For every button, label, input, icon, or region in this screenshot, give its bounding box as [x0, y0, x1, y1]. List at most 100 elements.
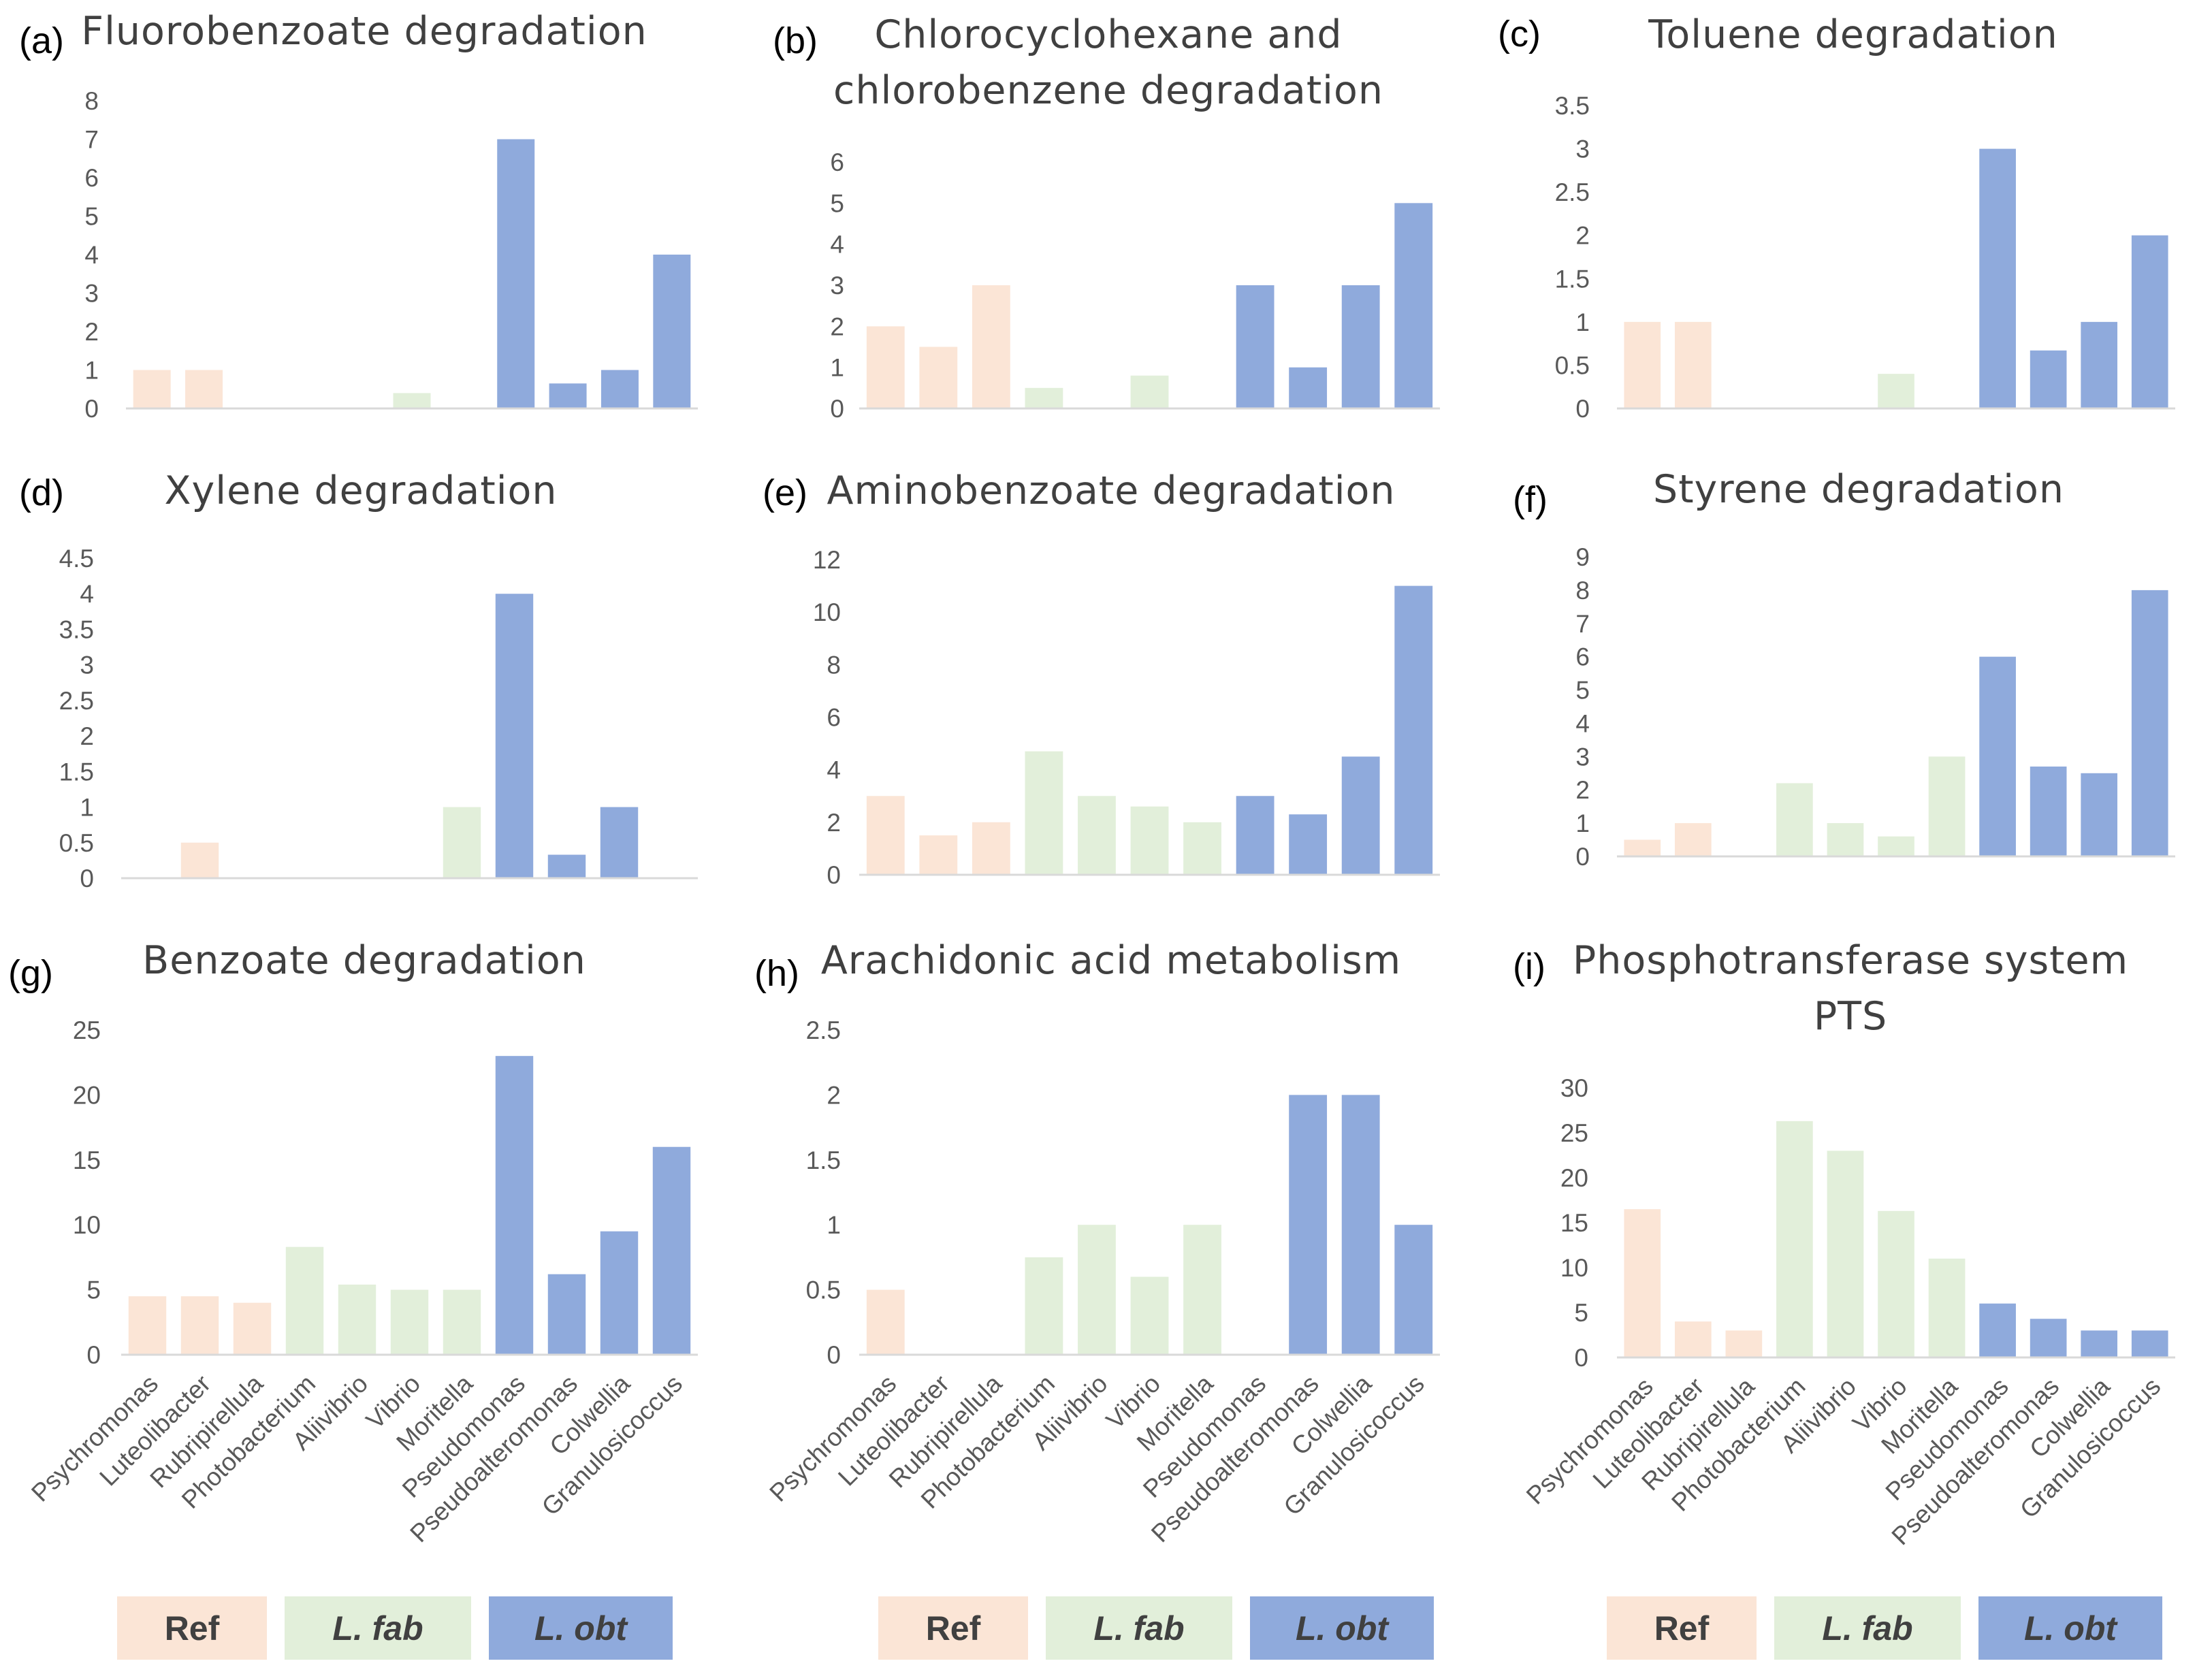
- legend-swatch-l-fab: [1774, 1596, 1961, 1660]
- bar-pseudoalteromonas: [1289, 814, 1328, 875]
- bar-colwellia: [1341, 285, 1380, 408]
- legend-swatch-l-obt: [1978, 1596, 2162, 1660]
- bar-pseudoalteromonas: [547, 1274, 586, 1355]
- y-tick-label: 4: [80, 580, 94, 608]
- y-tick-label: 3: [1575, 135, 1590, 163]
- y-tick-label: 0: [827, 861, 841, 889]
- bar-colwellia: [1341, 756, 1380, 875]
- panel-label: (f): [1513, 479, 1548, 520]
- chart-panel-e: (e) Aminobenzoate degradation 0 2 4 6 8 10 12: [763, 468, 1440, 889]
- panel-label: (d): [19, 472, 64, 513]
- y-tick-label: 2: [1575, 222, 1590, 250]
- y-tick-label: 6: [827, 704, 841, 732]
- y-tick-label: 0: [80, 865, 94, 892]
- bar-vibrio: [393, 393, 431, 408]
- legend-swatch-l-fab: [285, 1596, 471, 1660]
- legend-swatch-ref: [1607, 1596, 1757, 1660]
- bar-granulosicoccus: [2131, 235, 2168, 408]
- bar-luteolibacter: [1674, 321, 1712, 408]
- panel-label: (e): [763, 472, 807, 513]
- bar-luteolibacter: [1674, 823, 1712, 856]
- y-tick-label: 5: [1574, 1299, 1588, 1327]
- y-tick-label: 6: [84, 164, 99, 192]
- chart-panel-i: (i) Phosphotransferase system PTS 0 5 10 15 20 2…: [1513, 938, 2175, 1550]
- chart-title: PTS: [1814, 994, 1887, 1039]
- bar-granulosicoccus: [2131, 590, 2168, 856]
- y-tick-label: 1: [830, 354, 844, 382]
- bar-psychromonas: [866, 796, 905, 875]
- y-tick-label: 1.5: [1555, 265, 1590, 293]
- y-tick-label: 4: [830, 231, 844, 259]
- y-tick-label: 2: [830, 312, 844, 340]
- bar-granulosicoccus: [1394, 585, 1433, 875]
- chart-title: Xylene degradation: [164, 468, 557, 513]
- bar-vibrio: [1878, 836, 1914, 856]
- y-tick-label: 3: [84, 280, 99, 308]
- bar-psychromonas: [1624, 839, 1661, 856]
- y-tick-label: 5: [86, 1276, 101, 1304]
- bar-luteolibacter: [1674, 1321, 1712, 1357]
- y-tick-label: 1: [80, 794, 94, 822]
- y-tick-label: 10: [1560, 1254, 1588, 1282]
- legend-swatch-l-obt: [489, 1596, 673, 1660]
- chart-panel-c: (c) Toluene degradation 0 0.5 1 1.5 2 2.5 3 3.5: [1498, 12, 2175, 423]
- bar-photobacterium: [1025, 751, 1063, 875]
- bar-photobacterium: [1776, 783, 1813, 856]
- legend-label: Ref: [926, 1609, 981, 1647]
- bar-vibrio: [390, 1289, 429, 1355]
- bar-aliivibrio: [1078, 796, 1116, 875]
- panel-label: (a): [19, 20, 64, 61]
- y-tick-label: 1.5: [806, 1146, 841, 1174]
- chart-title: Styrene degradation: [1653, 467, 2064, 512]
- legend-label: L. fab: [1093, 1609, 1184, 1647]
- y-tick-label: 9: [1575, 543, 1590, 571]
- y-tick-label: 4: [84, 241, 99, 269]
- legend-swatch-l-fab: [1046, 1596, 1232, 1660]
- y-tick-label: 2: [827, 809, 841, 837]
- bar-photobacterium: [1025, 387, 1063, 408]
- bar-photobacterium: [1025, 1257, 1063, 1355]
- bar-colwellia: [2081, 321, 2118, 408]
- y-tick-label: 0: [86, 1341, 101, 1369]
- y-tick-label: 2: [827, 1081, 841, 1109]
- bar-granulosicoccus: [652, 1146, 691, 1355]
- y-tick-label: 0.5: [806, 1276, 841, 1304]
- bar-luteolibacter: [919, 347, 958, 408]
- bar-granulosicoccus: [1394, 1225, 1433, 1355]
- legend: Ref L. fab L. obt: [878, 1596, 1434, 1660]
- y-tick-label: 0: [827, 1341, 841, 1369]
- y-tick-label: 8: [1575, 577, 1590, 605]
- bar-vibrio: [1130, 806, 1169, 875]
- chart-panel-d: (d) Xylene degradation 0 0.5 1 1.5 2 2.5 3 3.5 4 4.…: [19, 468, 698, 892]
- y-tick-label: 8: [84, 87, 99, 115]
- legend-swatch-ref: [117, 1596, 267, 1660]
- y-tick-label: 2.5: [59, 687, 94, 715]
- bar-photobacterium: [285, 1246, 324, 1355]
- legend-label: L. fab: [1822, 1609, 1912, 1647]
- bar-psychromonas: [866, 1289, 905, 1355]
- bar-rubripirellula: [972, 285, 1010, 408]
- bar-pseudomonas: [1236, 285, 1275, 408]
- bar-pseudoalteromonas: [549, 383, 587, 408]
- legend-label: L. fab: [332, 1609, 423, 1647]
- bar-colwellia: [2081, 773, 2118, 856]
- y-tick-label: 20: [73, 1081, 101, 1109]
- bar-colwellia: [600, 807, 639, 878]
- y-tick-label: 3.5: [59, 615, 94, 643]
- y-tick-label: 30: [1560, 1074, 1588, 1102]
- bar-pseudoalteromonas: [2030, 350, 2067, 408]
- legend-swatch-ref: [878, 1596, 1028, 1660]
- y-tick-label: 8: [827, 651, 841, 679]
- y-tick-label: 15: [73, 1146, 101, 1174]
- y-tick-label: 25: [73, 1016, 101, 1044]
- y-tick-label: 10: [73, 1211, 101, 1239]
- y-tick-label: 0: [1575, 843, 1590, 871]
- y-tick-label: 3: [80, 651, 94, 679]
- bar-pseudomonas: [1979, 1303, 2016, 1357]
- y-tick-label: 1: [1575, 308, 1590, 336]
- chart-panel-g: (g) Benzoate degradation0510152025Psychro…: [8, 938, 698, 1547]
- bar-psychromonas: [866, 326, 905, 408]
- bar-moritella: [1928, 756, 1966, 856]
- bar-pseudoalteromonas: [2030, 767, 2067, 856]
- y-tick-label: 2.5: [1555, 178, 1590, 206]
